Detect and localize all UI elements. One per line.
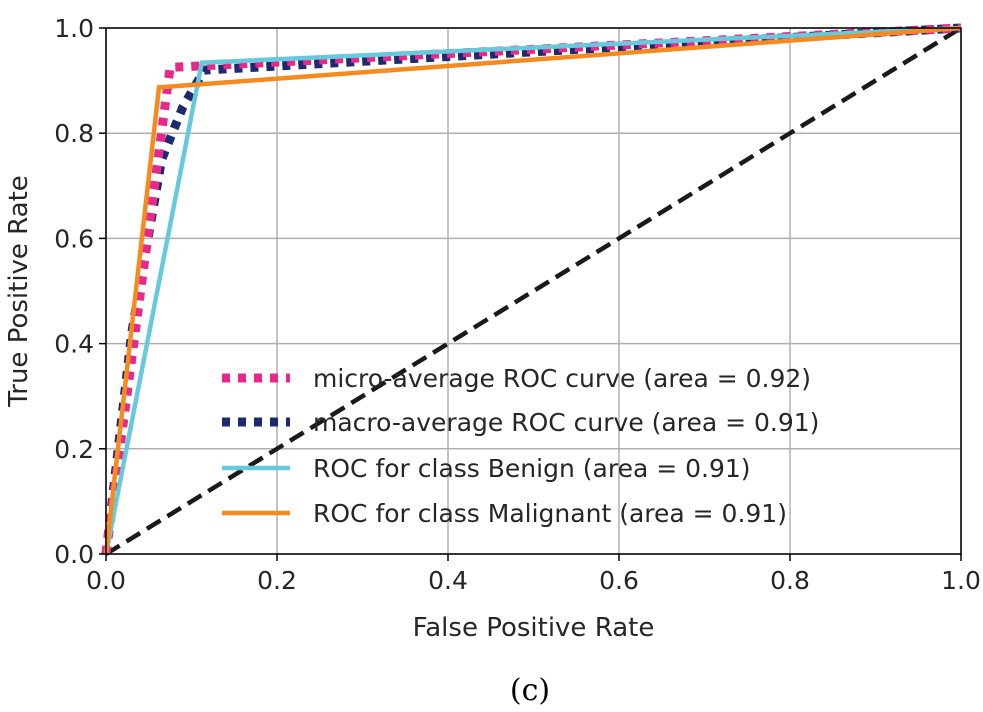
series-line-micro-average-roc-curve-area-0-92 xyxy=(101,23,962,555)
plot-series xyxy=(101,23,963,556)
x-tick-label: 0.6 xyxy=(599,566,639,595)
x-tick-label: 0.4 xyxy=(428,566,468,595)
y-tick-label: 0.6 xyxy=(54,224,94,253)
plot-frame xyxy=(105,27,962,555)
x-tick-label: 0.2 xyxy=(257,566,297,595)
figure-caption: (c) xyxy=(510,673,550,708)
legend-label: micro-average ROC curve (area = 0.92) xyxy=(313,364,811,393)
y-tick-label: 0.8 xyxy=(54,119,94,148)
legend-label: ROC for class Benign (area = 0.91) xyxy=(313,454,751,483)
legend-label: ROC for class Malignant (area = 0.91) xyxy=(313,499,787,528)
series-line-roc-for-class-malignant-area-0-91 xyxy=(103,25,962,555)
y-tick-label: 1.0 xyxy=(54,14,94,43)
y-axis-label: True Positive Rate xyxy=(4,175,34,408)
axis-ticks: 0.0 0.2 0.4 0.6 0.8 1.0 0.0 0.2 0.4 0.6 0.8 1.0 xyxy=(54,14,981,595)
series-line-macro-average-roc-curve-area-0-91 xyxy=(101,23,962,555)
x-tick-label: 0.8 xyxy=(770,566,810,595)
y-tick-label: 0.2 xyxy=(54,435,94,464)
y-tick-label: 0.0 xyxy=(54,540,94,569)
x-tick-label: 0.0 xyxy=(86,566,126,595)
x-tick-label: 1.0 xyxy=(941,566,981,595)
legend-label: macro-average ROC curve (area = 0.91) xyxy=(313,408,819,437)
series-line-roc-for-class-benign-area-0-91 xyxy=(103,25,962,555)
y-tick-label: 0.4 xyxy=(54,330,94,359)
x-axis-label: False Positive Rate xyxy=(413,613,655,643)
legend: micro-average ROC curve (area = 0.92) mac… xyxy=(222,364,819,528)
